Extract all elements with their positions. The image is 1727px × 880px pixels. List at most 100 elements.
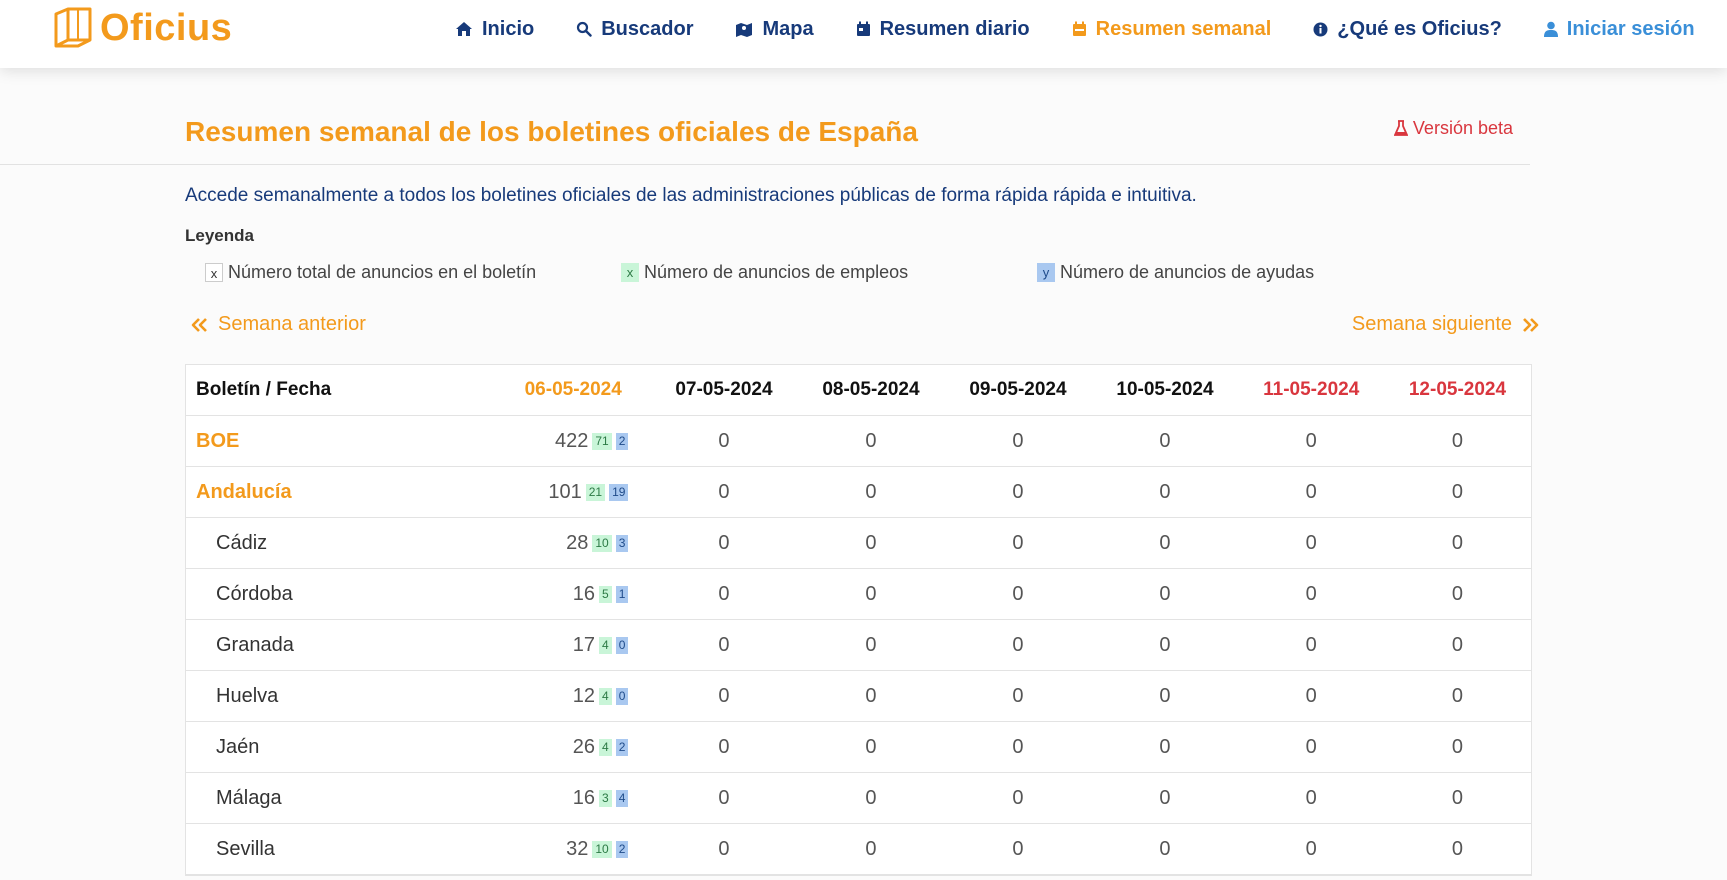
header-date-1: 06-05-2024 (496, 365, 651, 416)
day-cell: 0 (944, 823, 1092, 875)
week-navigation: Semana anterior Semana siguiente (180, 313, 1540, 343)
day-cell: 0 (797, 772, 945, 824)
main-content: Resumen semanal de los boletines oficial… (0, 68, 1539, 876)
day-cell: 0 (650, 619, 798, 671)
total-count: 17 (572, 633, 596, 656)
legend-item-ayudas: y Número de anuncios de ayudas (1037, 262, 1314, 283)
ayudas-badge: 2 (615, 432, 629, 450)
flask-icon (1393, 120, 1408, 136)
day-cell: 0 (650, 517, 798, 569)
header-date-3: 08-05-2024 (797, 365, 945, 416)
day-cell: 0 (1383, 721, 1531, 773)
calendar-day-icon (856, 21, 870, 36)
legend-item-empleos: x Número de anuncios de empleos (621, 262, 908, 283)
nav-resumen-semanal[interactable]: Resumen semanal (1072, 17, 1272, 41)
next-week-link[interactable]: Semana siguiente (1352, 313, 1550, 336)
legend-item-total: x Número total de anuncios en el boletín (205, 262, 536, 283)
day-cell: 0 (1383, 466, 1531, 518)
day-cell: 0 (944, 670, 1092, 722)
bulletin-name[interactable]: Andalucía (186, 466, 496, 518)
day-cell: 0 (1091, 466, 1239, 518)
ayudas-badge: 0 (615, 636, 629, 654)
book-logo-icon (54, 7, 92, 48)
day-cell: 0 (797, 619, 945, 671)
weekly-table: Boletín / Fecha 06-05-2024 07-05-2024 08… (185, 364, 1532, 876)
header-date-4: 09-05-2024 (944, 365, 1092, 416)
table-row: Granada 17 4 0 0 0 0 0 0 0 (186, 619, 1531, 671)
calendar-week-icon (1072, 21, 1086, 36)
bulletin-name[interactable]: BOE (186, 415, 496, 467)
day-cell: 0 (1091, 568, 1239, 620)
day-cell: 0 (1091, 772, 1239, 824)
empleos-badge: 4 (599, 738, 612, 756)
double-chevron-left-icon (191, 317, 207, 332)
legend-label-total: Número total de anuncios en el boletín (228, 262, 537, 282)
day-cell: 0 (1091, 823, 1239, 875)
day-cell: 0 (797, 466, 945, 518)
table-row: Córdoba 16 5 1 0 0 0 0 0 0 (186, 568, 1531, 620)
day-cell: 0 (1383, 517, 1531, 569)
top-navbar: Oficius Inicio Buscador Mapa Resumen dia… (0, 0, 1727, 68)
page-title: Resumen semanal de los boletines oficial… (185, 116, 918, 147)
page-header: Resumen semanal de los boletines oficial… (0, 68, 1530, 165)
total-count: 26 (572, 735, 596, 758)
bulletin-name: Córdoba (186, 568, 496, 620)
day-cell: 0 (1238, 619, 1384, 671)
table-row: Málaga 16 3 4 0 0 0 0 0 0 (186, 772, 1531, 824)
day-cell: 0 (1238, 772, 1384, 824)
day-cell: 0 (797, 517, 945, 569)
brand-name: Oficius (100, 6, 233, 49)
brand[interactable]: Oficius (52, 6, 232, 50)
header-boletin-fecha: Boletín / Fecha (186, 365, 496, 416)
legend-title: Leyenda (185, 226, 254, 245)
table-row: Huelva 12 4 0 0 0 0 0 0 0 (186, 670, 1531, 722)
day-cell: 0 (1383, 823, 1531, 875)
prev-week-link[interactable]: Semana anterior (180, 313, 366, 336)
day-cell: 0 (1238, 517, 1384, 569)
day-cell: 0 (650, 772, 798, 824)
day-cell-first: 101 21 19 (496, 466, 651, 518)
day-cell: 0 (944, 772, 1092, 824)
day-cell: 0 (1238, 568, 1384, 620)
nav-inicio-label: Inicio (482, 17, 535, 40)
day-cell-first: 17 4 0 (496, 619, 651, 671)
search-icon (577, 21, 592, 37)
legend-label-empleos: Número de anuncios de empleos (644, 262, 909, 282)
double-chevron-right-icon (1523, 317, 1539, 332)
bulletin-name: Cádiz (186, 517, 496, 569)
header-date-6: 11-05-2024 (1238, 365, 1384, 416)
day-cell: 0 (797, 823, 945, 875)
ayudas-badge: 0 (615, 687, 629, 705)
bulletin-name: Sevilla (186, 823, 496, 875)
day-cell: 0 (650, 415, 798, 467)
ayudas-badge: 19 (609, 483, 629, 501)
nav-resumen-diario[interactable]: Resumen diario (856, 18, 1030, 41)
info-icon (1313, 22, 1328, 36)
table-row: BOE 422 71 2 0 0 0 0 0 0 (186, 415, 1531, 467)
day-cell: 0 (1238, 466, 1384, 518)
legend-swatch-empleos: x (621, 263, 639, 282)
beta-label: Versión beta (1412, 118, 1513, 138)
nav-buscador[interactable]: Buscador (576, 18, 693, 41)
nav-resumen-semanal-label: Resumen semanal (1095, 17, 1272, 40)
nav-inicio[interactable]: Inicio (455, 18, 534, 41)
day-cell: 0 (797, 568, 945, 620)
empleos-badge: 3 (599, 789, 612, 807)
nav-que-es[interactable]: ¿Qué es Oficius? (1313, 18, 1502, 41)
next-week-label: Semana siguiente (1351, 313, 1512, 335)
day-cell: 0 (1383, 619, 1531, 671)
day-cell: 0 (797, 721, 945, 773)
table-row: Andalucía 101 21 19 0 0 0 0 0 0 (186, 466, 1531, 518)
nav-mapa[interactable]: Mapa (735, 18, 814, 41)
day-cell: 0 (1091, 721, 1239, 773)
home-icon (456, 22, 472, 36)
day-cell: 0 (1383, 670, 1531, 722)
total-count: 101 (548, 480, 582, 503)
empleos-badge: 4 (599, 636, 612, 654)
day-cell-first: 32 10 2 (496, 823, 651, 875)
nav-login[interactable]: Iniciar sesión (1543, 18, 1695, 41)
ayudas-badge: 2 (615, 738, 629, 756)
header-date-7: 12-05-2024 (1383, 365, 1531, 416)
table-row: Jaén 26 4 2 0 0 0 0 0 0 (186, 721, 1531, 773)
day-cell: 0 (1091, 415, 1239, 467)
